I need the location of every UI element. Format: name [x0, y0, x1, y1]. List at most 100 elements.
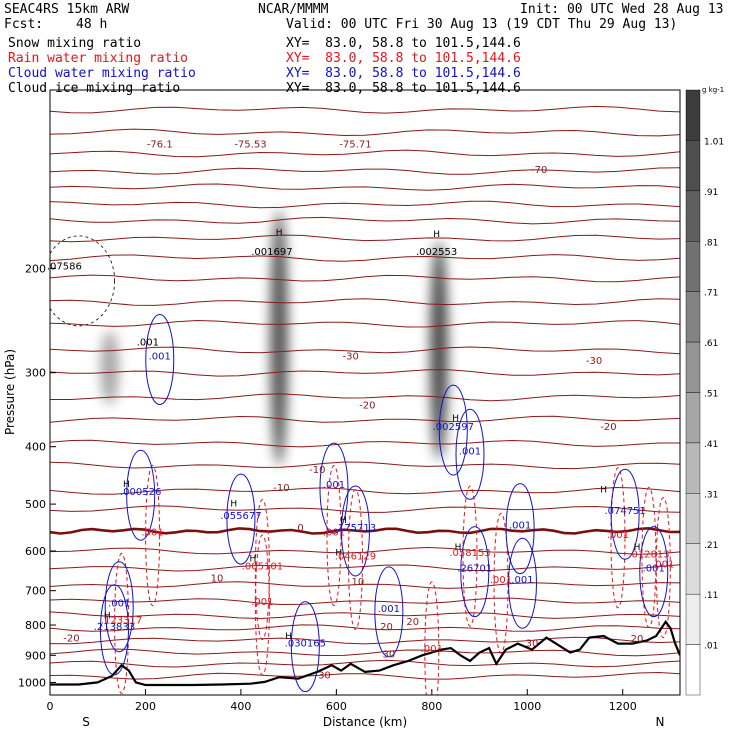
colorbar-unit: g kg-1	[702, 86, 724, 94]
isotherm-line	[50, 393, 680, 402]
colorbar-segment	[685, 392, 701, 444]
rain-contour	[326, 465, 342, 607]
temperature-label: -30	[586, 356, 602, 367]
temperature-label: 30	[382, 650, 395, 661]
org-label: NCAR/MMMM	[258, 2, 329, 17]
temperature-label: 30	[318, 671, 331, 682]
cloud-water-label: .001	[511, 575, 533, 586]
isotherm-line	[50, 128, 680, 137]
cloud-water-contour	[226, 473, 256, 565]
cloud-ice-label: .07586	[47, 262, 82, 273]
temperature-label: -10	[273, 483, 289, 494]
isotherm-line	[50, 149, 680, 158]
cloud-water-contour	[438, 384, 468, 476]
cloud-ice-field-xy: XY= 83.0, 58.8 to 101.5,144.6	[286, 81, 521, 96]
cloud-water-contour	[505, 483, 535, 575]
rain-field-name: Rain water mixing ratio	[8, 51, 189, 66]
init-time: Init: 00 UTC Wed 28 Aug 13	[520, 2, 724, 17]
temperature-label: -75.71	[339, 139, 371, 150]
isotherm-line	[50, 597, 680, 606]
cloud-water-contour	[290, 601, 320, 693]
colorbar-label: 1.01	[704, 137, 724, 147]
cloud-water-contour	[340, 485, 370, 577]
cloud-water-contour	[104, 561, 134, 653]
colorbar-segment	[685, 341, 701, 393]
colorbar-label: .91	[704, 188, 718, 198]
cloud-ice-contour	[50, 235, 116, 327]
isotherm-line	[50, 611, 680, 620]
temperature-label: 20	[631, 634, 644, 645]
north-label: N	[656, 715, 665, 729]
isotherm-line	[50, 564, 680, 572]
isotherm-line	[50, 461, 680, 470]
colorbar-segment	[685, 140, 701, 192]
colorbar-segment	[685, 593, 701, 645]
snow-field-xy: XY= 83.0, 58.8 to 101.5,144.6	[286, 36, 521, 51]
max-marker: H	[249, 555, 256, 565]
isotherm-line	[50, 581, 680, 589]
max-marker: H	[600, 486, 607, 496]
rain-contour	[462, 485, 478, 627]
max-marker: H	[340, 516, 347, 526]
colorbar-segment	[685, 291, 701, 343]
temperature-label: -20	[600, 422, 616, 433]
max-marker: H	[634, 543, 641, 553]
colorbar-segment	[685, 644, 701, 696]
temperature-label: 10	[351, 577, 364, 588]
isotherm-line	[50, 546, 680, 555]
cloud-water-label: .26701	[457, 564, 492, 575]
colorbar-segment	[685, 543, 701, 595]
y-tick-label: 700	[25, 585, 46, 598]
cloud-water-field-xy: XY= 83.0, 58.8 to 101.5,144.6	[286, 66, 521, 81]
isotherm-line	[50, 671, 680, 680]
temperature-label: -10	[309, 465, 325, 476]
cloud-water-label: .000526	[120, 487, 161, 498]
rain-contour	[641, 486, 657, 628]
y-tick-label: 200	[25, 262, 46, 275]
south-label: S	[82, 715, 90, 729]
cloud-water-contour	[145, 313, 175, 405]
colorbar: 1.01 .91 .81 .71 .61 .51 .41 .31 .21 .11 .01 g kg-1	[685, 86, 724, 696]
temperature-label: 20	[406, 617, 419, 628]
rain-label: .046129	[335, 551, 376, 562]
isotherm-line	[50, 105, 680, 114]
max-marker: H	[285, 632, 292, 642]
temperature-label: -20	[63, 634, 79, 645]
colorbar-label: .41	[704, 440, 718, 450]
isotherm-line	[50, 183, 680, 191]
forecast-hours: 48 h	[76, 17, 108, 32]
cloud-water-contour	[639, 526, 669, 618]
max-marker: H	[123, 480, 130, 490]
cloud-water-label: .001	[108, 599, 130, 610]
colorbar-label: .81	[704, 238, 718, 248]
x-tick-label: 200	[135, 700, 156, 713]
cloud-water-label: .001	[509, 521, 531, 532]
colorbar-segment	[685, 241, 701, 292]
cloud-water-contour	[126, 449, 156, 541]
forecast-label: Fcst:	[4, 17, 44, 32]
temperature-label: 20	[380, 622, 393, 633]
cloud-water-label: .074751	[604, 506, 645, 517]
rain-contour	[254, 534, 270, 676]
rain-field-xy: XY= 83.0, 58.8 to 101.5,144.6	[286, 51, 521, 66]
colorbar-segment	[685, 442, 701, 494]
isotherm-line	[50, 648, 680, 657]
temperature-label: -30	[343, 351, 359, 362]
colorbar-segment	[685, 493, 701, 544]
cloud-water-label: .002597	[433, 422, 474, 433]
isotherm-line	[50, 298, 680, 306]
max-marker: H	[335, 548, 342, 558]
cloud-water-field-name: Cloud water mixing ratio	[8, 66, 196, 81]
isotherm-line	[50, 216, 680, 225]
x-tick-label: 1200	[609, 700, 637, 713]
isotherm-line	[50, 234, 680, 243]
rain-label: .058153	[449, 548, 490, 559]
snow-plume	[100, 330, 119, 405]
rain-contour	[254, 499, 270, 641]
x-axis-label: Distance (km)	[323, 715, 407, 729]
cloud-water-label: .055677	[220, 511, 261, 522]
rain-label: .001	[652, 560, 674, 571]
max-marker: H	[230, 500, 237, 510]
rain-label: .123317	[101, 615, 142, 626]
